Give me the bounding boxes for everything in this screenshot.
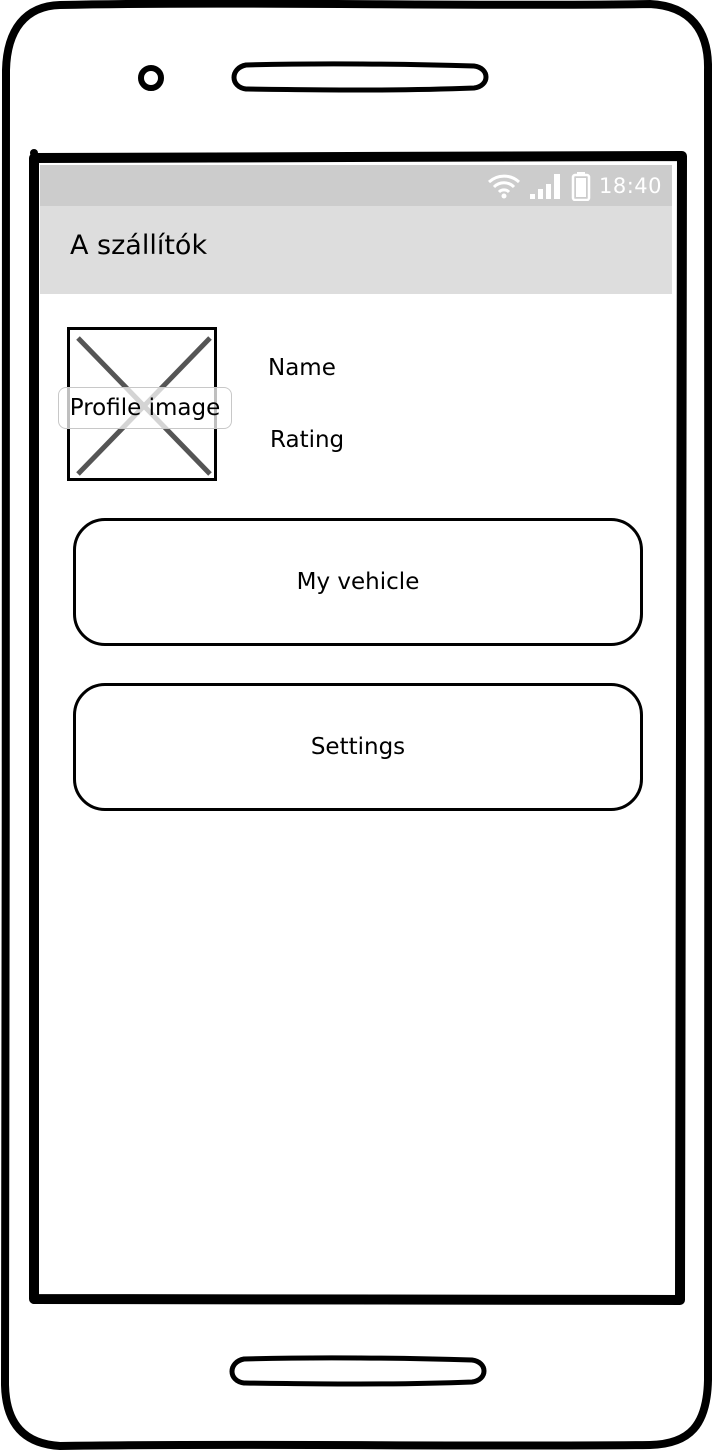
camera-icon	[138, 65, 164, 91]
home-button[interactable]	[226, 1354, 492, 1388]
settings-label: Settings	[310, 734, 406, 760]
settings-button[interactable]: Settings	[73, 683, 643, 811]
status-bar: 18:40	[40, 165, 672, 206]
app-title: A szállítók	[70, 230, 208, 261]
wifi-icon	[487, 174, 520, 199]
status-icons: 18:40	[487, 171, 662, 201]
speaker-grille	[231, 61, 489, 93]
battery-icon	[571, 172, 591, 201]
status-time: 18:40	[598, 174, 662, 198]
my-vehicle-button[interactable]: My vehicle	[73, 518, 643, 646]
name-label: Name	[268, 355, 336, 381]
app-screen: 18:40 A szállítók Profile image Name Rat…	[40, 165, 672, 1289]
signal-icon	[529, 174, 560, 199]
my-vehicle-label: My vehicle	[296, 569, 420, 595]
profile-image-label: Profile image	[58, 387, 232, 429]
rating-label: Rating	[270, 427, 345, 453]
app-bar: A szállítók	[40, 206, 672, 294]
profile-image[interactable]: Profile image	[58, 327, 232, 481]
